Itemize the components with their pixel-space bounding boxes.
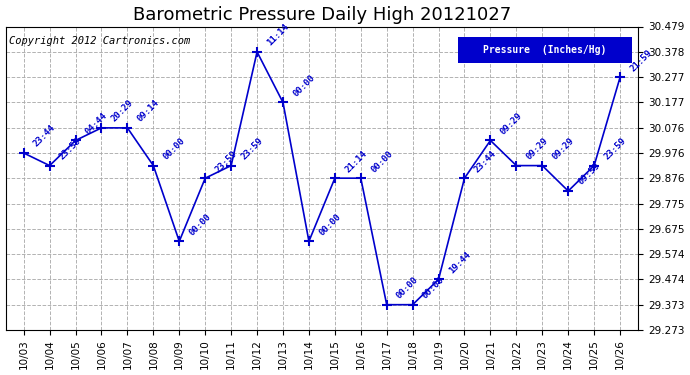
- Text: 11:14: 11:14: [266, 22, 290, 48]
- Text: 00:00: 00:00: [188, 212, 213, 237]
- Text: 00:00: 00:00: [291, 73, 317, 98]
- Text: 09:29: 09:29: [551, 136, 576, 161]
- Text: 00:00: 00:00: [369, 148, 395, 174]
- Text: 19:44: 19:44: [447, 250, 472, 275]
- Text: 23:59: 23:59: [239, 136, 265, 161]
- Text: 23:59: 23:59: [213, 148, 239, 174]
- Title: Barometric Pressure Daily High 20121027: Barometric Pressure Daily High 20121027: [132, 6, 511, 24]
- Text: 09:14: 09:14: [136, 98, 161, 124]
- Text: 23:59: 23:59: [602, 136, 628, 161]
- Text: 23:44: 23:44: [473, 148, 498, 174]
- Text: 00:00: 00:00: [421, 275, 446, 300]
- Text: 00:00: 00:00: [161, 136, 187, 161]
- Text: 00:00: 00:00: [317, 212, 343, 237]
- Text: 23:44: 23:44: [32, 123, 57, 149]
- Text: Copyright 2012 Cartronics.com: Copyright 2012 Cartronics.com: [9, 36, 190, 46]
- Text: 00:00: 00:00: [395, 275, 420, 300]
- Text: 20:29: 20:29: [110, 98, 135, 124]
- Text: 21:59: 21:59: [629, 48, 653, 73]
- Text: 23:59: 23:59: [58, 136, 83, 161]
- Text: 09:29: 09:29: [499, 111, 524, 136]
- Text: 21:14: 21:14: [343, 148, 368, 174]
- Text: 09:59: 09:59: [577, 162, 602, 187]
- Text: 04:44: 04:44: [84, 111, 109, 136]
- Text: 09:29: 09:29: [524, 136, 550, 161]
